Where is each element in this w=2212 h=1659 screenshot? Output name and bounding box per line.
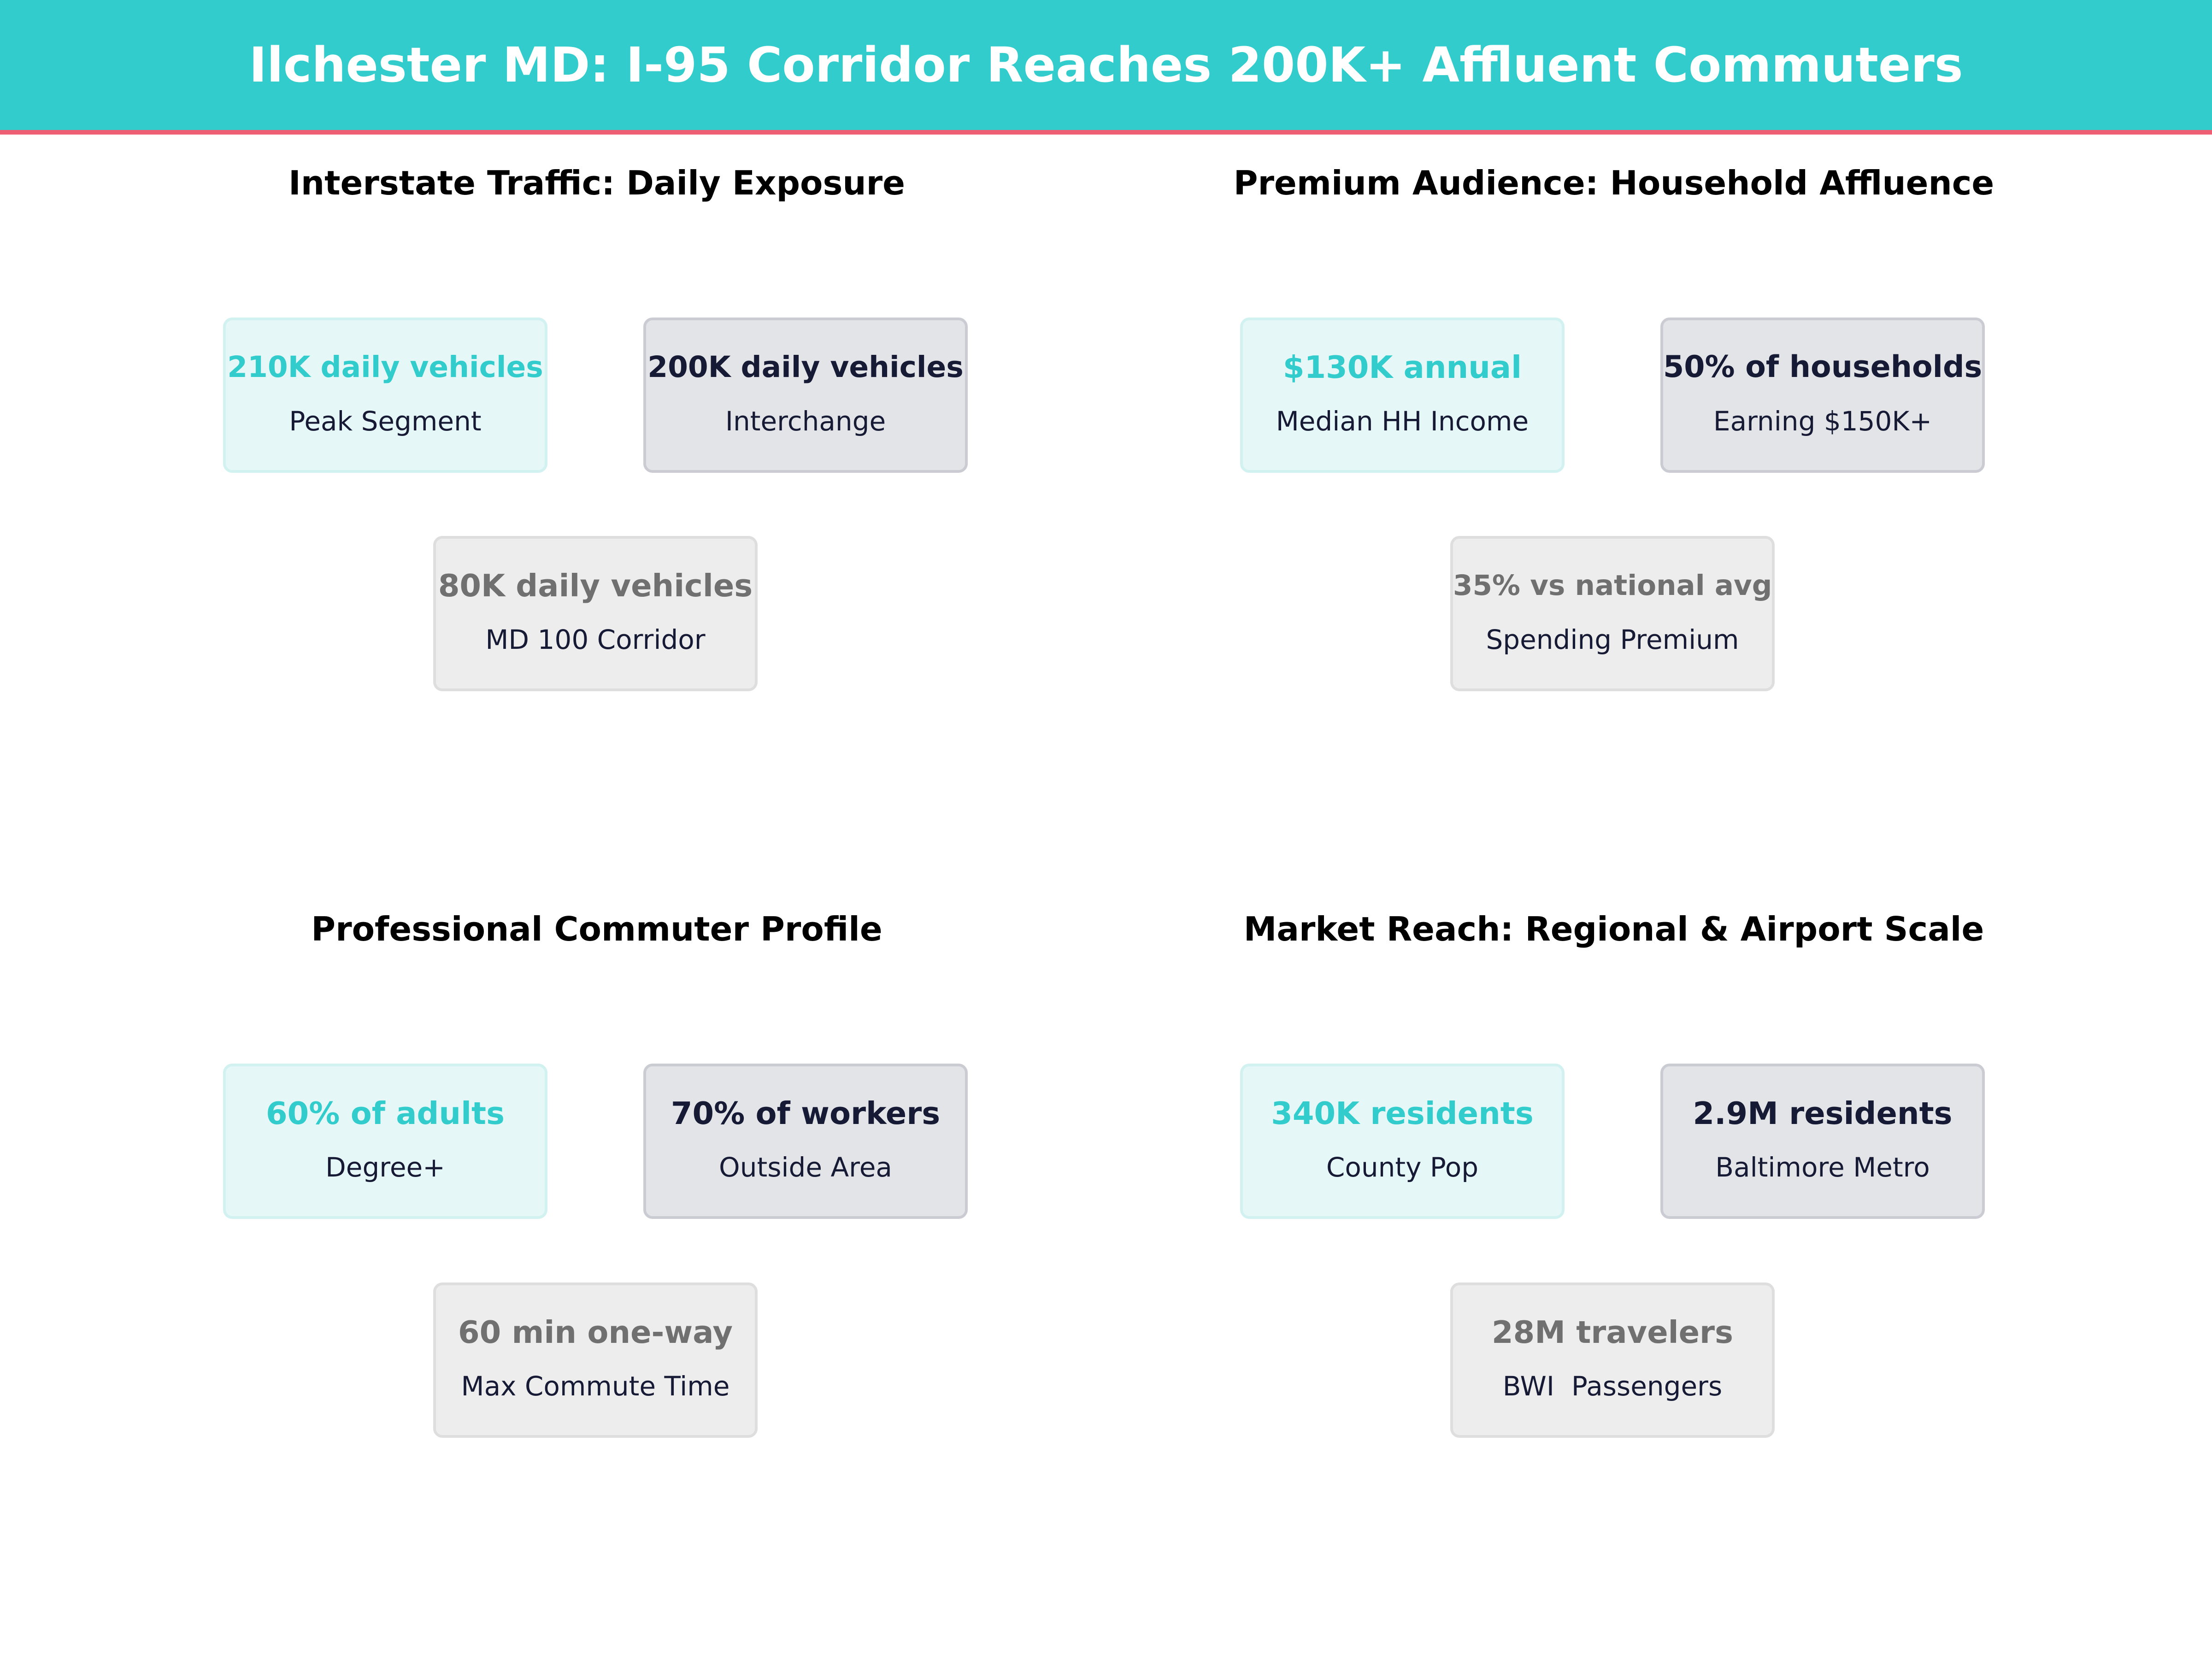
stat-card: 70% of workers Outside Area — [643, 1064, 968, 1219]
stat-value: $130K annual — [1282, 349, 1522, 385]
stat-label: Peak Segment — [289, 406, 482, 437]
stat-card: 28M travelers BWI Passengers — [1450, 1282, 1775, 1438]
stat-label: Earning $150K+ — [1713, 406, 1932, 437]
stat-value: 28M travelers — [1492, 1314, 1733, 1350]
stat-value: 200K daily vehicles — [647, 350, 964, 384]
section-title: Market Reach: Regional & Airport Scale — [1243, 910, 1984, 948]
stat-label: BWI Passengers — [1502, 1371, 1723, 1402]
stat-label: Max Commute Time — [461, 1371, 730, 1402]
stat-card: 200K daily vehicles Interchange — [643, 318, 968, 473]
stat-card: $130K annual Median HH Income — [1240, 318, 1565, 473]
stat-value: 50% of households — [1663, 350, 1983, 384]
stat-label: Outside Area — [719, 1152, 892, 1183]
stat-value: 2.9M residents — [1693, 1095, 1953, 1131]
stat-label: County Pop — [1326, 1152, 1479, 1183]
stat-value: 340K residents — [1271, 1095, 1534, 1131]
stat-card: 340K residents County Pop — [1240, 1064, 1565, 1219]
stat-card: 80K daily vehicles MD 100 Corridor — [433, 536, 758, 691]
stat-card: 60 min one-way Max Commute Time — [433, 1282, 758, 1438]
stat-value: 70% of workers — [671, 1095, 941, 1131]
section-title: Premium Audience: Household Affluence — [1233, 164, 1994, 202]
stat-label: Median HH Income — [1276, 406, 1529, 437]
stat-label: MD 100 Corridor — [485, 624, 706, 655]
stat-value: 60% of adults — [266, 1095, 505, 1131]
stat-card: 210K daily vehicles Peak Segment — [223, 318, 547, 473]
section-title: Professional Commuter Profile — [311, 910, 882, 948]
stat-label: Spending Premium — [1486, 624, 1739, 655]
stat-value: 210K daily vehicles — [227, 350, 543, 384]
stat-label: Interchange — [725, 406, 886, 437]
stat-card: 50% of households Earning $150K+ — [1660, 318, 1985, 473]
stat-label: Degree+ — [325, 1152, 445, 1183]
stat-card: 60% of adults Degree+ — [223, 1064, 547, 1219]
page-title: Ilchester MD: I-95 Corridor Reaches 200K… — [249, 37, 1963, 93]
stat-label: Baltimore Metro — [1715, 1152, 1930, 1183]
header-banner: Ilchester MD: I-95 Corridor Reaches 200K… — [0, 0, 2212, 135]
stat-card: 35% vs national avg Spending Premium — [1450, 536, 1775, 691]
stat-value: 35% vs national avg — [1453, 569, 1772, 602]
stat-value: 80K daily vehicles — [438, 568, 753, 604]
stat-card: 2.9M residents Baltimore Metro — [1660, 1064, 1985, 1219]
stat-value: 60 min one-way — [458, 1314, 733, 1350]
section-title: Interstate Traffic: Daily Exposure — [288, 164, 905, 202]
